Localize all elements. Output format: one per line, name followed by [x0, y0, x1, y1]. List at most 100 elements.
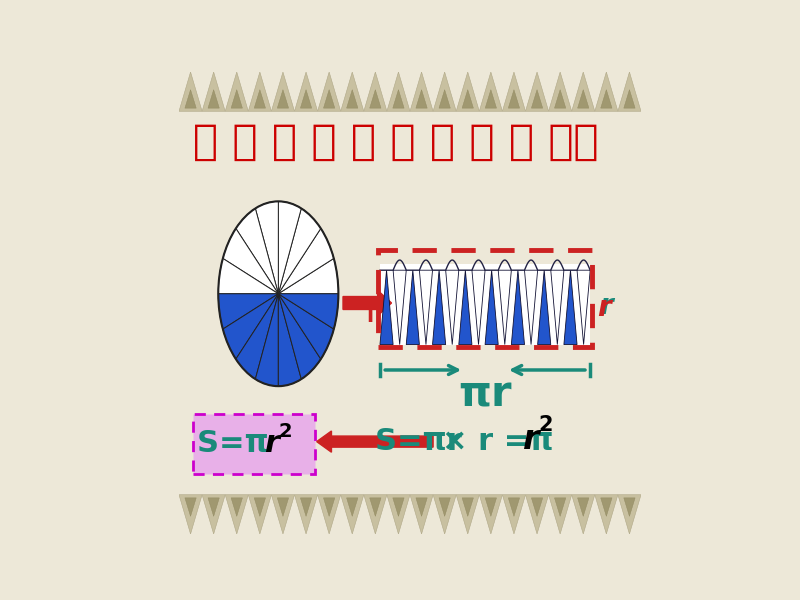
Polygon shape [223, 229, 278, 294]
Polygon shape [179, 72, 202, 111]
Polygon shape [419, 270, 433, 344]
Polygon shape [364, 495, 387, 534]
Polygon shape [538, 270, 550, 344]
Polygon shape [318, 72, 341, 111]
Polygon shape [456, 72, 479, 111]
Polygon shape [577, 270, 590, 344]
Polygon shape [393, 498, 404, 517]
Polygon shape [485, 498, 497, 517]
Polygon shape [618, 495, 641, 534]
Polygon shape [564, 270, 577, 344]
Text: × r =π: × r =π [442, 427, 565, 456]
Polygon shape [446, 270, 458, 344]
Polygon shape [508, 498, 520, 517]
Polygon shape [485, 270, 498, 344]
Polygon shape [393, 89, 404, 108]
FancyArrow shape [317, 431, 433, 452]
Polygon shape [278, 202, 302, 294]
Polygon shape [226, 495, 248, 534]
Polygon shape [346, 89, 358, 108]
Polygon shape [248, 495, 271, 534]
Polygon shape [554, 498, 566, 517]
Polygon shape [502, 495, 526, 534]
Polygon shape [525, 270, 538, 344]
Polygon shape [526, 72, 549, 111]
Text: r: r [597, 294, 610, 322]
Polygon shape [294, 72, 318, 111]
Polygon shape [594, 495, 618, 534]
Polygon shape [594, 72, 618, 111]
Text: 2: 2 [278, 422, 292, 442]
Polygon shape [508, 89, 520, 108]
Polygon shape [271, 495, 294, 534]
Polygon shape [185, 89, 196, 108]
Polygon shape [370, 89, 381, 108]
Polygon shape [416, 89, 427, 108]
Polygon shape [472, 270, 485, 344]
Polygon shape [410, 72, 433, 111]
Polygon shape [531, 89, 542, 108]
Polygon shape [370, 498, 381, 517]
Polygon shape [318, 495, 341, 534]
Polygon shape [462, 498, 474, 517]
Polygon shape [433, 270, 446, 344]
Polygon shape [179, 495, 202, 534]
Polygon shape [485, 89, 497, 108]
Polygon shape [278, 294, 338, 329]
Text: i: i [366, 306, 373, 326]
Polygon shape [208, 498, 219, 517]
Polygon shape [341, 72, 364, 111]
Polygon shape [278, 294, 321, 379]
Polygon shape [300, 89, 312, 108]
Polygon shape [278, 294, 334, 359]
Polygon shape [231, 89, 242, 108]
Polygon shape [278, 229, 334, 294]
Polygon shape [248, 72, 271, 111]
Polygon shape [218, 294, 278, 329]
Polygon shape [294, 495, 318, 534]
Text: r: r [599, 292, 613, 320]
Polygon shape [624, 89, 635, 108]
Polygon shape [578, 89, 589, 108]
Polygon shape [462, 89, 474, 108]
Polygon shape [323, 498, 335, 517]
Polygon shape [549, 495, 572, 534]
Polygon shape [433, 495, 456, 534]
Polygon shape [456, 495, 479, 534]
Polygon shape [231, 498, 242, 517]
Polygon shape [346, 498, 358, 517]
Polygon shape [601, 498, 612, 517]
Polygon shape [439, 498, 450, 517]
Polygon shape [364, 72, 387, 111]
Polygon shape [380, 270, 393, 344]
Polygon shape [185, 498, 196, 517]
Polygon shape [202, 495, 226, 534]
Polygon shape [526, 495, 549, 534]
Polygon shape [550, 270, 564, 344]
Polygon shape [439, 89, 450, 108]
Polygon shape [554, 89, 566, 108]
Polygon shape [271, 72, 294, 111]
Polygon shape [208, 89, 219, 108]
Polygon shape [278, 259, 338, 294]
Polygon shape [278, 498, 289, 517]
Polygon shape [502, 72, 526, 111]
Polygon shape [479, 72, 502, 111]
Polygon shape [618, 72, 641, 111]
Text: r: r [523, 423, 540, 456]
Polygon shape [278, 294, 302, 386]
Polygon shape [601, 89, 612, 108]
Polygon shape [226, 72, 248, 111]
Text: πr: πr [458, 374, 512, 416]
Polygon shape [624, 498, 635, 517]
Bar [193, 414, 315, 474]
Polygon shape [498, 270, 511, 344]
Polygon shape [254, 89, 266, 108]
Polygon shape [572, 72, 595, 111]
Text: r: r [265, 430, 279, 458]
FancyArrow shape [343, 290, 391, 316]
Polygon shape [458, 270, 472, 344]
Polygon shape [387, 495, 410, 534]
Polygon shape [410, 495, 433, 534]
Polygon shape [433, 72, 456, 111]
